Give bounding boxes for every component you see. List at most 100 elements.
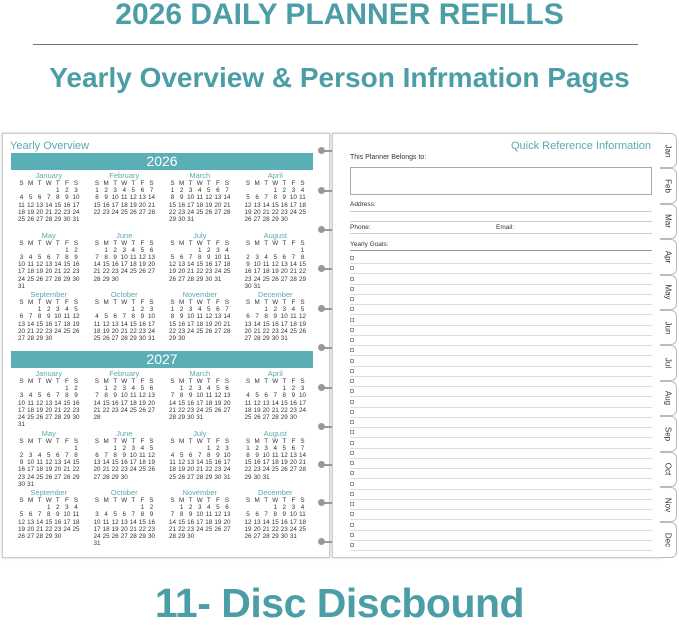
goal-checkbox[interactable] — [350, 471, 354, 476]
day-number: 2 — [140, 306, 145, 314]
tab-may[interactable]: May — [660, 274, 677, 310]
tab-feb[interactable]: Feb — [660, 168, 677, 204]
goal-line[interactable] — [350, 334, 652, 336]
address-line[interactable] — [350, 211, 652, 212]
goal-line[interactable] — [350, 468, 652, 469]
weekday-header: T — [282, 497, 287, 504]
goal-checkbox[interactable] — [350, 430, 354, 435]
goal-checkbox[interactable] — [350, 461, 354, 465]
weekday-header: M — [254, 378, 260, 385]
goal-line[interactable] — [350, 457, 652, 459]
day-number: 6 — [282, 253, 287, 261]
goal-line[interactable] — [350, 273, 652, 275]
goal-checkbox[interactable] — [350, 307, 354, 312]
goal-line[interactable] — [350, 345, 652, 346]
goal-checkbox[interactable] — [350, 317, 354, 322]
goal-line[interactable] — [350, 365, 652, 367]
weekday-header: F — [140, 378, 145, 385]
day-number: 30 — [111, 275, 119, 283]
goal-line[interactable] — [350, 509, 652, 510]
goal-line[interactable] — [350, 386, 652, 387]
goal-line[interactable] — [350, 478, 652, 480]
tab-jun[interactable]: Jun — [660, 309, 677, 346]
goal-line[interactable] — [350, 447, 652, 449]
tab-oct[interactable]: Oct — [660, 451, 677, 487]
goal-line[interactable] — [350, 416, 652, 418]
weekday-header: S — [245, 437, 251, 445]
goal-line[interactable] — [350, 283, 652, 285]
day-number: 3 — [19, 253, 24, 261]
goal-line[interactable] — [350, 437, 652, 439]
day-number: 10 — [93, 518, 101, 526]
goal-checkbox[interactable] — [350, 409, 354, 414]
goal-checkbox[interactable] — [350, 420, 354, 424]
day-number: 11 — [27, 261, 34, 269]
goal-line[interactable] — [350, 375, 652, 377]
tab-apr[interactable]: Apr — [660, 239, 677, 275]
goal-checkbox[interactable] — [350, 338, 354, 342]
blank-day — [262, 385, 271, 392]
goal-line[interactable] — [350, 324, 652, 326]
day-number: 19 — [280, 459, 288, 467]
goal-checkbox[interactable] — [350, 286, 354, 291]
tab-sep[interactable]: Sep — [660, 416, 677, 452]
day-number: 3 — [19, 392, 24, 400]
weekday-header: W — [272, 180, 279, 187]
goal-line[interactable] — [350, 519, 652, 521]
goal-checkbox[interactable] — [350, 399, 354, 404]
goal-checkbox[interactable] — [350, 266, 354, 271]
goal-checkbox[interactable] — [350, 491, 354, 496]
day-number: 6 — [113, 313, 117, 321]
quick-reference-page: Quick Reference Information This Planner… — [332, 133, 662, 558]
goal-checkbox[interactable] — [350, 502, 354, 506]
goal-checkbox[interactable] — [350, 522, 354, 527]
tab-jan[interactable]: Jan — [660, 133, 677, 169]
goal-line[interactable] — [350, 488, 652, 490]
goal-line[interactable] — [350, 529, 652, 531]
goal-checkbox[interactable] — [350, 379, 354, 383]
phone-email-line[interactable] — [350, 233, 652, 234]
goal-line[interactable] — [350, 263, 652, 264]
day-number: 17 — [253, 268, 261, 276]
goal-line[interactable] — [350, 355, 652, 357]
day-number: 15 — [169, 201, 177, 209]
day-number: 1 — [37, 306, 42, 314]
goal-checkbox[interactable] — [350, 543, 354, 547]
goal-checkbox[interactable] — [350, 276, 354, 281]
day-number: 3 — [197, 385, 202, 393]
goal-line[interactable] — [350, 396, 652, 398]
day-number: 19 — [214, 399, 222, 407]
goal-line[interactable] — [350, 427, 652, 428]
goal-line[interactable] — [350, 304, 652, 305]
day-number: 21 — [129, 525, 137, 533]
day-number: 10 — [147, 313, 155, 321]
goal-checkbox[interactable] — [350, 512, 354, 517]
tab-nov[interactable]: Nov — [660, 486, 677, 523]
tab-dec[interactable]: Dec — [660, 522, 677, 558]
address-line-2[interactable] — [350, 221, 652, 222]
goal-checkbox[interactable] — [350, 440, 354, 445]
goal-line[interactable] — [350, 550, 652, 551]
goal-checkbox[interactable] — [350, 368, 354, 373]
day-number: 9 — [74, 392, 78, 400]
day-number: 23 — [63, 208, 71, 216]
goal-line[interactable] — [350, 539, 652, 541]
goal-checkbox[interactable] — [350, 532, 354, 537]
goal-checkbox[interactable] — [350, 450, 354, 455]
day-number: 18 — [169, 466, 177, 474]
tab-aug[interactable]: Aug — [660, 380, 677, 417]
goal-checkbox[interactable] — [350, 348, 354, 353]
goal-checkbox[interactable] — [350, 358, 354, 363]
tab-mar[interactable]: Mar — [660, 203, 677, 240]
owner-name-field[interactable] — [350, 167, 652, 195]
goal-line[interactable] — [350, 314, 652, 316]
goal-checkbox[interactable] — [350, 327, 354, 332]
goal-checkbox[interactable] — [350, 481, 354, 486]
goal-checkbox[interactable] — [350, 256, 354, 260]
goal-line[interactable] — [350, 498, 652, 500]
goal-line[interactable] — [350, 406, 652, 408]
tab-jul[interactable]: Jul — [660, 345, 677, 381]
goal-checkbox[interactable] — [350, 297, 354, 301]
goal-line[interactable] — [350, 293, 652, 295]
goal-checkbox[interactable] — [350, 389, 354, 394]
